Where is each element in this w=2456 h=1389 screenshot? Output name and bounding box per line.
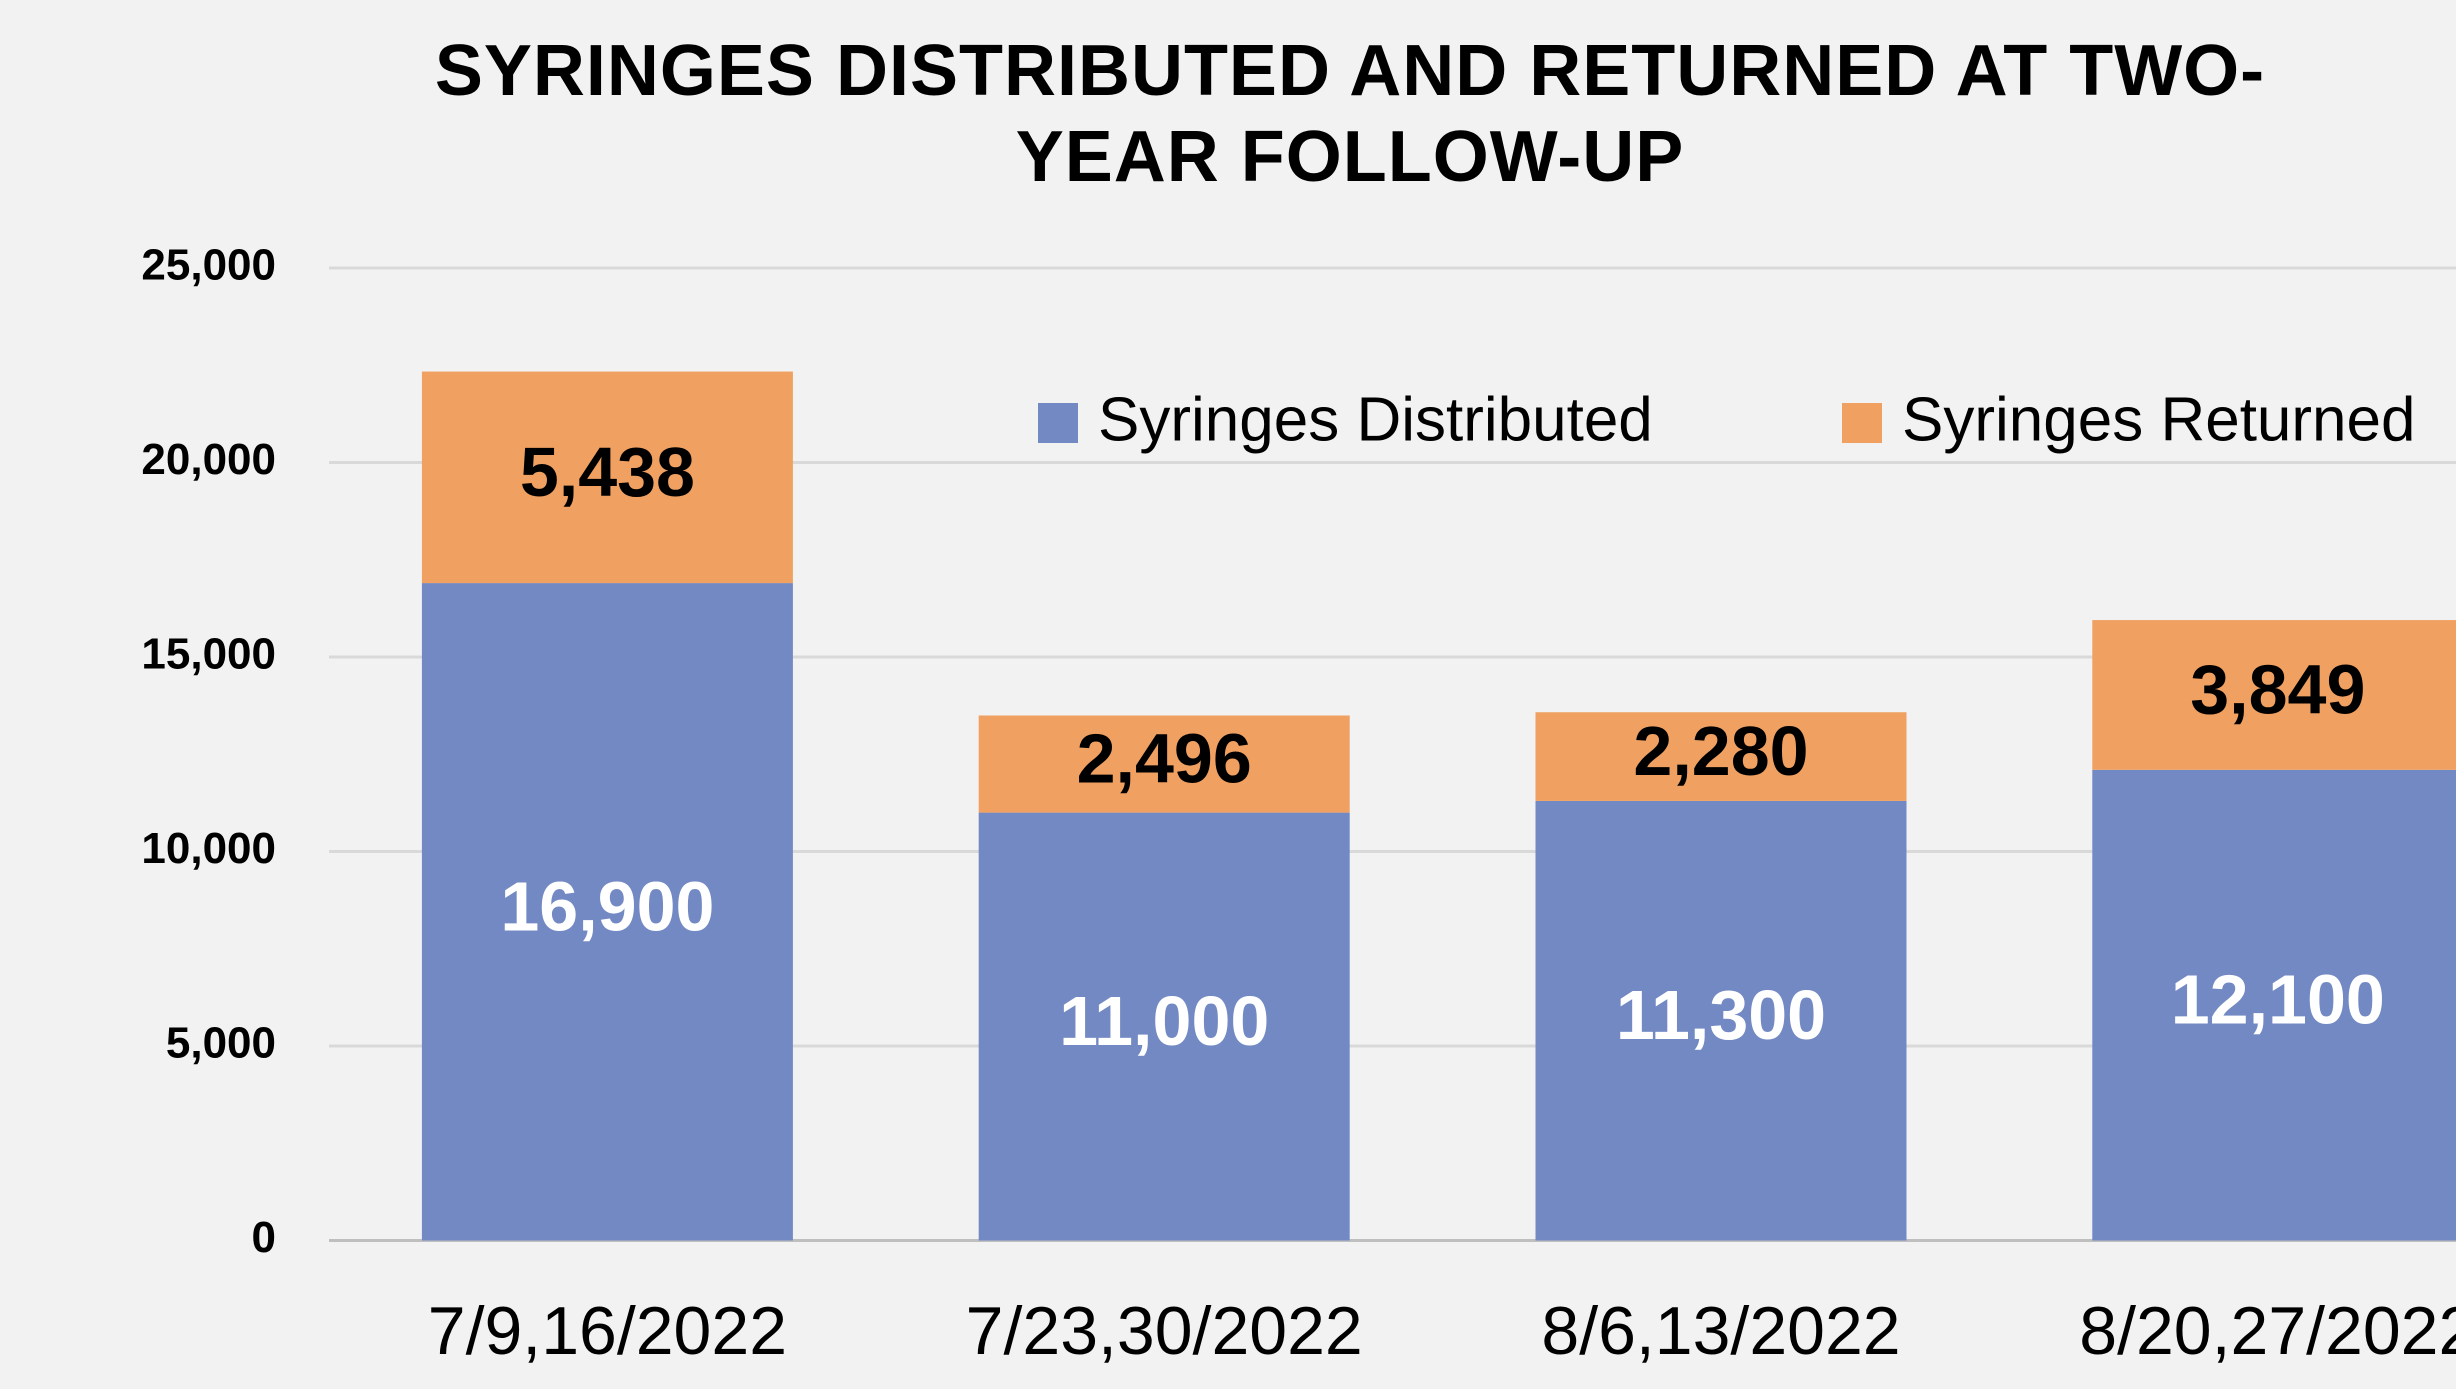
- legend-swatch: [1842, 403, 1882, 443]
- data-label: 2,496: [1077, 720, 1252, 798]
- bar-segment: [978, 812, 1350, 1241]
- bar-segment: [978, 715, 1350, 813]
- x-tick-label: 7/9,16/2022: [428, 1293, 787, 1369]
- data-label: 2,280: [1633, 712, 1808, 790]
- x-tick-label: 8/6,13/2022: [1541, 1293, 1900, 1369]
- y-tick-label: 10,000: [141, 824, 276, 873]
- data-label: 12,100: [2171, 961, 2385, 1039]
- bar-segment: [2092, 769, 2456, 1241]
- y-tick-label: 25,000: [141, 241, 276, 290]
- bar-segment: [421, 371, 793, 584]
- data-label: 5,438: [520, 433, 695, 511]
- bar-segment: [421, 583, 793, 1241]
- x-tick-label: 8/20,27/2022: [2079, 1293, 2456, 1369]
- data-label: 11,300: [1616, 976, 1826, 1054]
- chart-title: SYRINGES DISTRIBUTED AND RETURNED AT TWO…: [434, 31, 2266, 197]
- data-label: 11,000: [1059, 982, 1269, 1060]
- y-tick-label: 20,000: [141, 435, 276, 484]
- x-tick-label: 7/23,30/2022: [966, 1293, 1363, 1369]
- bar-segment: [2092, 620, 2456, 770]
- legend-label: Syringes Distributed: [1098, 385, 1653, 454]
- y-tick-label: 0: [252, 1213, 276, 1262]
- y-tick-label: 5,000: [166, 1019, 276, 1068]
- legend-label: Syringes Returned: [1902, 385, 2416, 454]
- data-label: 16,900: [500, 867, 714, 945]
- bar-segment: [1535, 712, 1907, 801]
- legend-swatch: [1038, 403, 1078, 443]
- data-label: 3,849: [2190, 650, 2365, 728]
- y-tick-label: 15,000: [141, 630, 276, 679]
- bar-segment: [1535, 800, 1907, 1241]
